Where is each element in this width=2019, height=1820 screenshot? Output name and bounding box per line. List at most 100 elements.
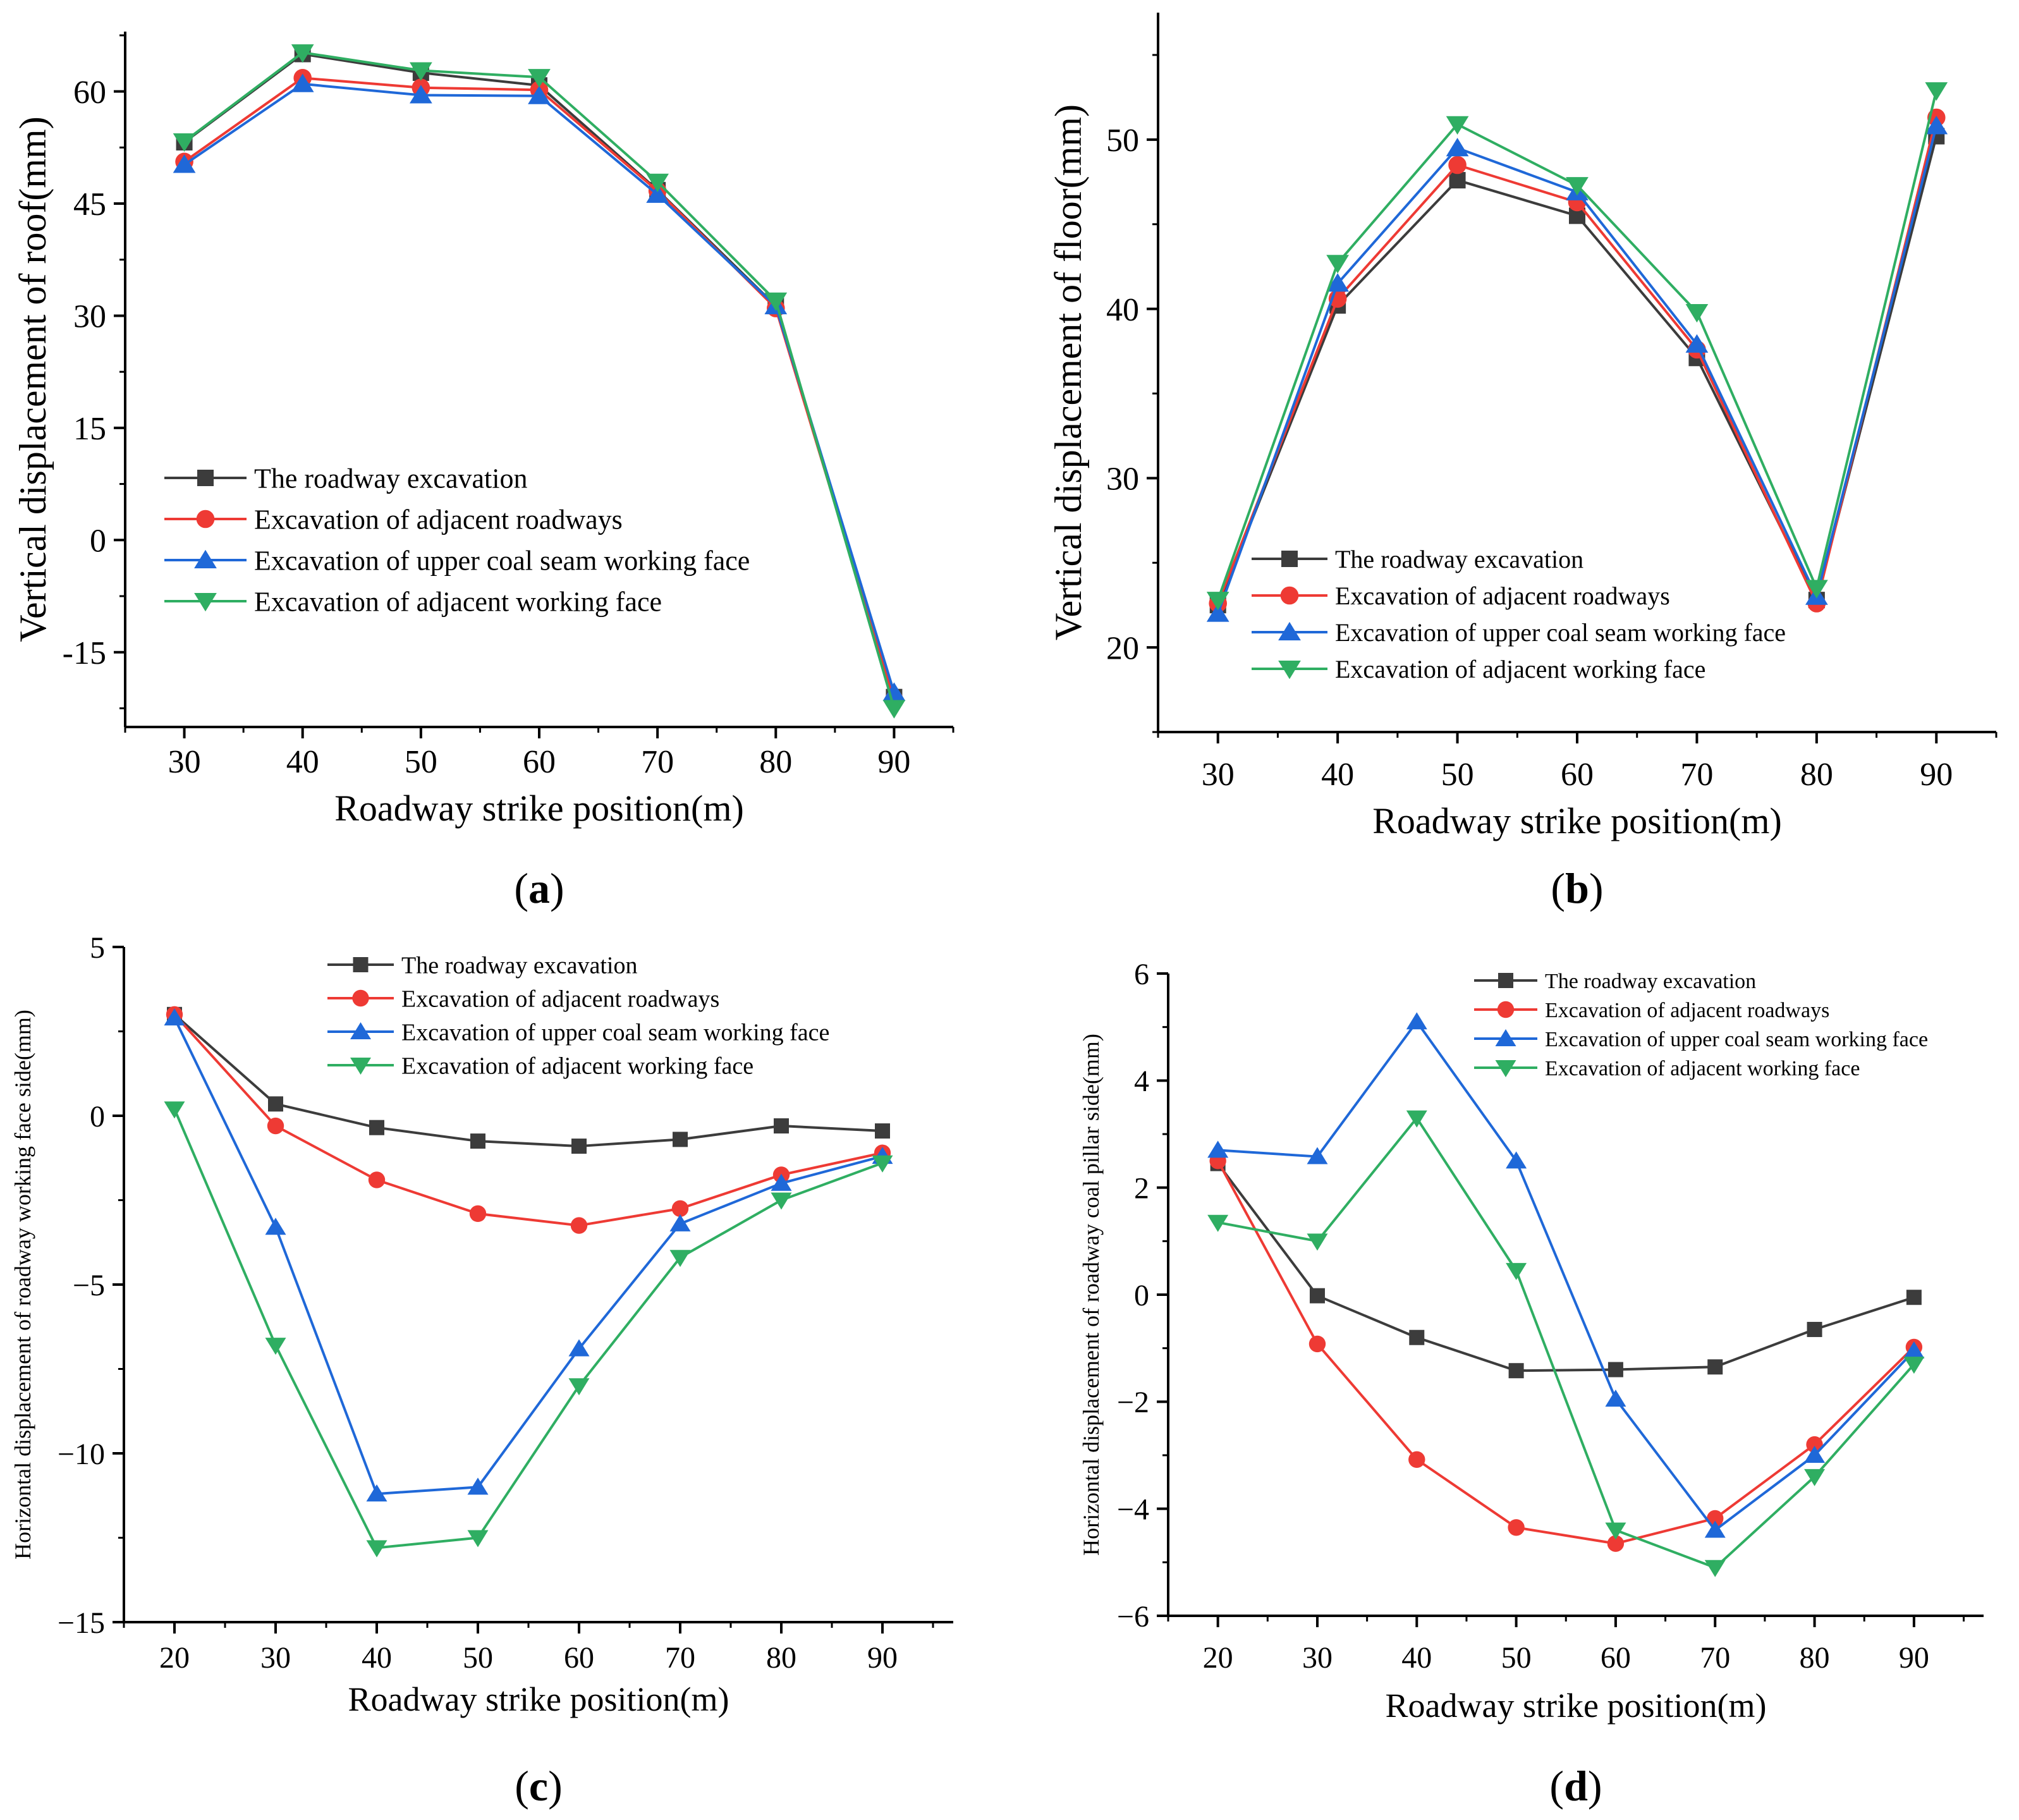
legend-label: The roadway excavation [1545, 970, 1756, 993]
data-point [467, 1530, 489, 1548]
data-point [1707, 1359, 1723, 1375]
data-point [671, 1200, 689, 1218]
data-point [1309, 1288, 1325, 1304]
data-point [291, 44, 314, 63]
data-point [469, 1205, 487, 1223]
x-tick-label: 20 [1203, 1641, 1233, 1675]
panel-label: (a) [514, 864, 564, 912]
data-point [409, 85, 432, 104]
x-tick-label: 50 [1441, 757, 1474, 793]
y-tick-label: 45 [73, 186, 106, 223]
y-tick-label: 50 [1106, 123, 1139, 159]
x-tick-label: 70 [1680, 757, 1713, 793]
x-axis-title: Roadway strike position(m) [334, 788, 744, 829]
data-point [267, 1117, 284, 1135]
legend-label: Excavation of adjacent roadways [1545, 999, 1829, 1022]
data-point [164, 1008, 185, 1026]
legend-label: The roadway excavation [1335, 545, 1583, 573]
data-point [882, 682, 906, 701]
panel-label: (b) [1551, 864, 1603, 912]
legend-marker [350, 1058, 371, 1075]
y-tick-label: 30 [73, 299, 106, 335]
x-tick-label: 90 [867, 1641, 898, 1675]
data-point [265, 1218, 286, 1235]
data-point [669, 1214, 691, 1231]
series-4 [1206, 82, 1948, 611]
legend-label: The roadway excavation [254, 463, 527, 494]
data-point [1925, 82, 1948, 101]
x-tick-label: 70 [1700, 1641, 1730, 1675]
data-point [1326, 273, 1350, 292]
legend-label: Excavation of adjacent roadways [401, 986, 719, 1012]
data-point [1448, 156, 1467, 174]
legend-marker [194, 549, 217, 568]
data-point [570, 1217, 588, 1234]
x-tick-label: 30 [168, 744, 201, 780]
data-point [1903, 1357, 1925, 1374]
legend-label: Excavation of upper coal seam working fa… [1335, 618, 1786, 647]
legend-label: Excavation of adjacent roadways [1335, 582, 1670, 610]
series-line [173, 1013, 883, 1227]
data-point [646, 184, 669, 203]
legend: The roadway excavation Excavation of adja… [1474, 970, 1928, 1080]
legend-marker [1280, 586, 1299, 605]
data-point [872, 1155, 893, 1173]
panel-label: (c) [515, 1762, 563, 1810]
legend-label: Excavation of adjacent working face [1335, 655, 1705, 683]
legend-marker [1278, 621, 1301, 640]
series-line [1217, 1116, 1915, 1569]
data-point [771, 1173, 792, 1191]
data-point [1506, 1262, 1527, 1280]
y-tick-label: −6 [1117, 1600, 1149, 1634]
legend-label: Excavation of adjacent working face [254, 586, 662, 617]
legend-marker [197, 470, 214, 486]
data-point [1607, 1362, 1623, 1377]
series-line [1217, 1163, 1915, 1372]
data-point [875, 1123, 890, 1139]
legend-marker [194, 593, 217, 612]
data-point [1406, 1012, 1427, 1030]
x-tick-label: 30 [260, 1641, 291, 1675]
data-point [774, 1118, 789, 1134]
y-tick-label: −15 [58, 1606, 105, 1640]
y-tick-label: 0 [90, 523, 106, 559]
data-point [673, 1132, 688, 1147]
y-tick-label: −4 [1117, 1493, 1149, 1526]
data-point [1508, 1363, 1524, 1379]
data-point [1605, 1522, 1626, 1540]
x-tick-label: 80 [766, 1641, 796, 1675]
legend-marker [353, 957, 369, 972]
y-tick-label: −5 [73, 1269, 105, 1302]
legend-label: The roadway excavation [401, 952, 638, 979]
data-point [1805, 580, 1828, 599]
series-2 [1209, 1152, 1923, 1552]
data-point [1906, 1290, 1922, 1305]
data-point [1508, 1519, 1525, 1536]
data-point [173, 154, 196, 173]
data-point [1449, 172, 1466, 189]
data-point [1307, 1147, 1328, 1164]
x-tick-label: 40 [1401, 1641, 1432, 1675]
x-tick-label: 50 [1501, 1641, 1532, 1675]
data-point [1704, 1520, 1726, 1538]
y-axis-title: Vertical displacement of floor(mm) [1047, 104, 1089, 640]
data-point [568, 1378, 590, 1396]
x-tick-label: 20 [159, 1641, 190, 1675]
data-point [1206, 603, 1229, 622]
series-line [173, 1017, 883, 1496]
data-point [1807, 1322, 1822, 1338]
x-axis-title: Roadway strike position(m) [1386, 1687, 1767, 1725]
legend-marker [350, 1022, 371, 1039]
data-point [1506, 1151, 1527, 1169]
legend-label: Excavation of adjacent working face [401, 1053, 753, 1079]
data-point [571, 1139, 587, 1154]
x-tick-label: 80 [1800, 757, 1833, 793]
data-point [1207, 1140, 1229, 1158]
series-line [1216, 1160, 1915, 1545]
data-point [1446, 137, 1469, 157]
data-point [646, 173, 669, 192]
y-tick-label: 40 [1106, 292, 1139, 328]
